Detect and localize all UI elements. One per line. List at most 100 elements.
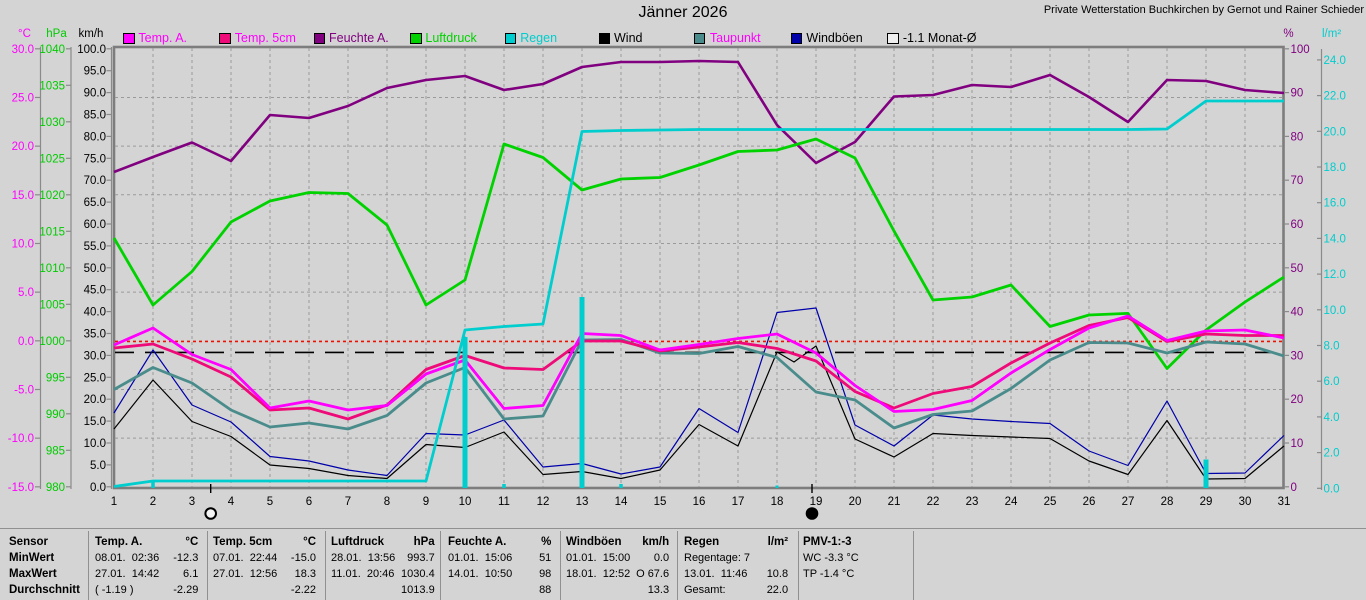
svg-text:60.0: 60.0	[84, 219, 106, 231]
svg-text:1040: 1040	[39, 44, 65, 56]
svg-text:0.0: 0.0	[1324, 483, 1340, 495]
svg-text:35.0: 35.0	[84, 329, 106, 341]
svg-text:50: 50	[1291, 263, 1304, 275]
svg-text:l/m²: l/m²	[1322, 28, 1341, 40]
svg-text:1015: 1015	[39, 226, 65, 238]
svg-text:985: 985	[46, 445, 65, 457]
svg-text:20.0: 20.0	[1324, 126, 1346, 138]
svg-text:15.0: 15.0	[12, 190, 34, 202]
svg-text:90: 90	[1291, 88, 1304, 100]
svg-text:80.0: 80.0	[84, 131, 106, 143]
svg-text:22: 22	[927, 496, 940, 508]
svg-text:0: 0	[1291, 482, 1297, 494]
svg-text:km/h: km/h	[79, 28, 104, 40]
svg-text:18.0: 18.0	[1324, 162, 1346, 174]
svg-text:40: 40	[1291, 307, 1304, 319]
svg-text:20.0: 20.0	[12, 141, 34, 153]
svg-text:24.0: 24.0	[1324, 55, 1346, 67]
svg-text:85.0: 85.0	[84, 110, 106, 122]
svg-text:0.0: 0.0	[18, 336, 34, 348]
svg-text:8: 8	[384, 496, 390, 508]
svg-text:10.0: 10.0	[1324, 305, 1346, 317]
svg-text:4: 4	[228, 496, 235, 508]
svg-text:2: 2	[150, 496, 156, 508]
svg-text:21: 21	[888, 496, 901, 508]
svg-text:6: 6	[306, 496, 312, 508]
svg-text:7: 7	[345, 496, 351, 508]
svg-text:18: 18	[771, 496, 784, 508]
svg-text:15.0: 15.0	[84, 416, 106, 428]
svg-text:60: 60	[1291, 219, 1304, 231]
svg-text:30: 30	[1291, 350, 1304, 362]
svg-text:5.0: 5.0	[18, 287, 34, 299]
svg-text:45.0: 45.0	[84, 285, 106, 297]
svg-text:80: 80	[1291, 131, 1304, 143]
svg-text:26: 26	[1083, 496, 1096, 508]
svg-text:10: 10	[459, 496, 472, 508]
svg-text:1025: 1025	[39, 153, 65, 165]
svg-text:%: %	[1283, 28, 1293, 40]
svg-text:5: 5	[267, 496, 273, 508]
svg-text:-15.0: -15.0	[8, 482, 34, 494]
svg-text:14: 14	[615, 496, 628, 508]
svg-text:27: 27	[1122, 496, 1135, 508]
svg-text:24: 24	[1005, 496, 1018, 508]
svg-text:°C: °C	[18, 28, 31, 40]
svg-text:75.0: 75.0	[84, 153, 106, 165]
svg-text:12: 12	[537, 496, 550, 508]
svg-text:31: 31	[1278, 496, 1291, 508]
svg-text:25.0: 25.0	[84, 372, 106, 384]
svg-text:70.0: 70.0	[84, 175, 106, 187]
svg-text:990: 990	[46, 409, 65, 421]
svg-text:70: 70	[1291, 175, 1304, 187]
svg-text:1005: 1005	[39, 299, 65, 311]
svg-text:50.0: 50.0	[84, 263, 106, 275]
svg-text:100: 100	[1291, 44, 1310, 56]
svg-text:10: 10	[1291, 438, 1304, 450]
svg-text:10.0: 10.0	[12, 238, 34, 250]
svg-text:20.0: 20.0	[84, 394, 106, 406]
svg-text:30: 30	[1239, 496, 1252, 508]
svg-text:1035: 1035	[39, 80, 65, 92]
svg-text:19: 19	[810, 496, 823, 508]
svg-text:20: 20	[849, 496, 862, 508]
svg-text:100.0: 100.0	[77, 44, 106, 56]
svg-text:17: 17	[732, 496, 745, 508]
svg-text:8.0: 8.0	[1324, 341, 1340, 353]
svg-text:22.0: 22.0	[1324, 91, 1346, 103]
svg-text:-5.0: -5.0	[14, 384, 34, 396]
svg-text:23: 23	[966, 496, 979, 508]
svg-text:6.0: 6.0	[1324, 376, 1340, 388]
svg-text:-10.0: -10.0	[8, 433, 34, 445]
svg-text:3: 3	[189, 496, 195, 508]
svg-text:0.0: 0.0	[90, 482, 106, 494]
svg-text:13: 13	[576, 496, 589, 508]
svg-text:55.0: 55.0	[84, 241, 106, 253]
svg-text:30.0: 30.0	[84, 350, 106, 362]
svg-text:65.0: 65.0	[84, 197, 106, 209]
svg-text:980: 980	[46, 482, 65, 494]
svg-text:10.0: 10.0	[84, 438, 106, 450]
svg-text:15: 15	[654, 496, 667, 508]
svg-text:995: 995	[46, 372, 65, 384]
svg-text:28: 28	[1161, 496, 1174, 508]
svg-text:4.0: 4.0	[1324, 412, 1340, 424]
svg-text:12.0: 12.0	[1324, 269, 1346, 281]
svg-text:1: 1	[111, 496, 117, 508]
svg-text:20: 20	[1291, 394, 1304, 406]
svg-text:11: 11	[498, 496, 510, 508]
svg-text:1030: 1030	[39, 117, 65, 129]
svg-text:90.0: 90.0	[84, 88, 106, 100]
svg-text:2.0: 2.0	[1324, 448, 1340, 460]
svg-text:1010: 1010	[39, 263, 65, 275]
svg-text:5.0: 5.0	[90, 460, 106, 472]
svg-text:1020: 1020	[39, 190, 65, 202]
svg-text:16.0: 16.0	[1324, 198, 1346, 210]
svg-text:hPa: hPa	[46, 28, 67, 40]
svg-text:9: 9	[423, 496, 429, 508]
svg-text:40.0: 40.0	[84, 307, 106, 319]
svg-text:29: 29	[1200, 496, 1213, 508]
svg-text:30.0: 30.0	[12, 44, 34, 56]
svg-text:1000: 1000	[39, 336, 65, 348]
svg-text:25: 25	[1044, 496, 1057, 508]
